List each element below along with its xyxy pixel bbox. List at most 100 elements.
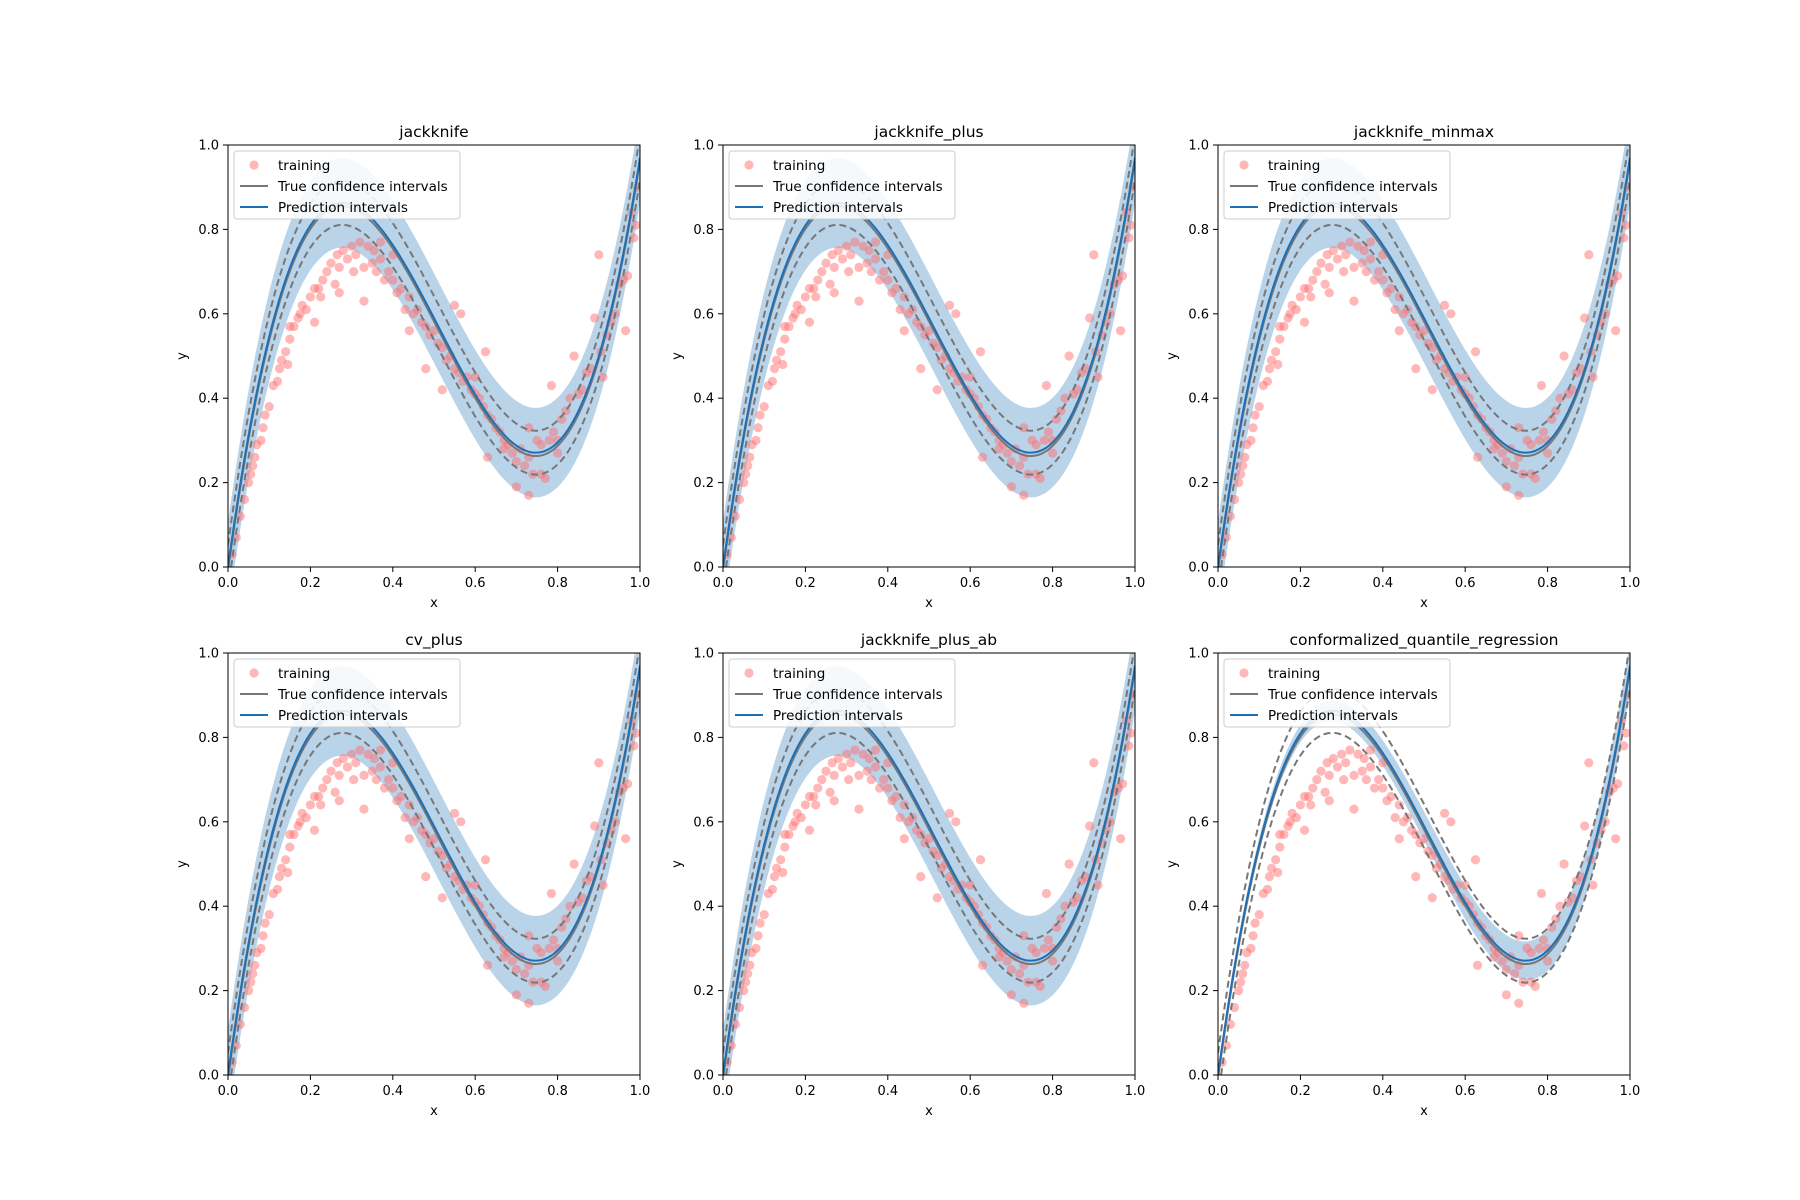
training-point [244, 478, 254, 488]
training-point [314, 283, 324, 294]
y-tick-label: 1.0 [693, 139, 714, 154]
training-point [499, 952, 509, 962]
training-point [1234, 478, 1244, 488]
training-point [1048, 956, 1058, 966]
true-ci-upper-line [228, 653, 640, 1054]
training-point [281, 347, 291, 357]
training-point [1324, 262, 1334, 272]
training-point [829, 288, 839, 298]
training-point [1390, 812, 1400, 823]
training-point [1536, 888, 1547, 899]
legend-label: True confidence intervals [772, 179, 943, 195]
training-point [1039, 943, 1049, 954]
training-point [846, 758, 856, 768]
training-point [1275, 334, 1285, 344]
legend: training True confidence intervals Predict… [233, 658, 461, 728]
training-point [755, 918, 765, 928]
training-point [349, 267, 359, 277]
training-point [274, 872, 285, 882]
y-tick-label: 0.0 [198, 561, 219, 576]
training-point [1126, 220, 1135, 230]
training-point [862, 258, 872, 268]
training-point [322, 267, 332, 277]
training-point [1052, 922, 1062, 932]
training-point [1039, 435, 1049, 445]
training-point [437, 850, 447, 861]
training-point [359, 770, 369, 780]
training-point [375, 237, 386, 247]
x-axis-label: x [925, 1104, 933, 1119]
training-point [404, 326, 414, 336]
training-point [285, 321, 295, 332]
y-tick-label: 0.8 [198, 731, 219, 746]
training-point [1118, 779, 1128, 789]
x-tick-label: 0.0 [713, 576, 734, 591]
training-point [1275, 321, 1285, 332]
training-point [629, 233, 639, 243]
training-point [874, 783, 885, 793]
x-tick-label: 0.2 [1290, 1084, 1311, 1099]
training-point [817, 267, 827, 277]
prediction-line [723, 157, 1135, 567]
true-ci-lower-line [230, 687, 640, 1075]
training-point [598, 372, 608, 382]
training-point [1324, 770, 1334, 780]
prediction-interval-band [1218, 653, 1630, 1075]
legend-label: training [1268, 158, 1320, 174]
legend-box [233, 658, 461, 728]
x-tick-label: 0.6 [465, 576, 486, 591]
legend-label: True confidence intervals [772, 687, 943, 703]
training-point [1526, 440, 1536, 450]
training-point [1271, 855, 1281, 865]
x-tick-label: 0.2 [795, 576, 816, 591]
subplot-2: 0.0 0.2 0.4 0.6 0.8 1.0 0.0 0.2 0.4 0.6 0.8 1.0 jack… [670, 123, 1145, 611]
y-tick-label: 0.2 [198, 476, 219, 491]
training-point [932, 342, 942, 353]
training-point [1089, 250, 1099, 260]
legend-label: training [278, 666, 330, 682]
training-point [1118, 271, 1128, 281]
training-point [821, 766, 831, 776]
training-point [1019, 998, 1029, 1008]
training-point [1064, 859, 1074, 869]
training-point [1339, 775, 1349, 785]
training-point [1320, 787, 1330, 797]
training-point [349, 775, 359, 785]
training-point [1271, 347, 1281, 357]
training-point [305, 800, 315, 810]
training-point [1126, 728, 1135, 738]
training-point [1440, 300, 1450, 310]
training-point [804, 825, 815, 835]
training-point [1308, 275, 1318, 285]
subplot-title: jackknife [398, 123, 468, 141]
training-point [507, 956, 517, 966]
training-point [899, 326, 909, 336]
training-point [866, 775, 876, 785]
training-point [342, 254, 353, 264]
subplot-title: jackknife_minmax [1353, 123, 1494, 142]
training-point [1275, 829, 1285, 840]
training-point [780, 321, 790, 332]
training-point [1115, 326, 1126, 336]
training-point [620, 326, 631, 336]
training-point [623, 779, 633, 789]
y-tick-label: 0.0 [1188, 1069, 1209, 1084]
training-point [260, 918, 270, 928]
training-point [1613, 779, 1623, 789]
training-point [1306, 800, 1316, 810]
x-tick-label: 0.8 [547, 576, 568, 591]
training-point [1369, 783, 1380, 793]
training-point [1411, 872, 1421, 882]
training-point [367, 766, 377, 776]
y-tick-label: 1.0 [1188, 139, 1209, 154]
training-point [400, 812, 410, 823]
training-point [318, 275, 328, 285]
legend: training True confidence intervals Predict… [728, 658, 956, 728]
training-point [1390, 304, 1400, 315]
training-point [916, 364, 926, 374]
training-point [375, 254, 386, 264]
training-point [437, 342, 447, 353]
training-point [316, 800, 326, 810]
x-tick-label: 1.0 [630, 576, 651, 591]
training-point [1621, 220, 1630, 230]
